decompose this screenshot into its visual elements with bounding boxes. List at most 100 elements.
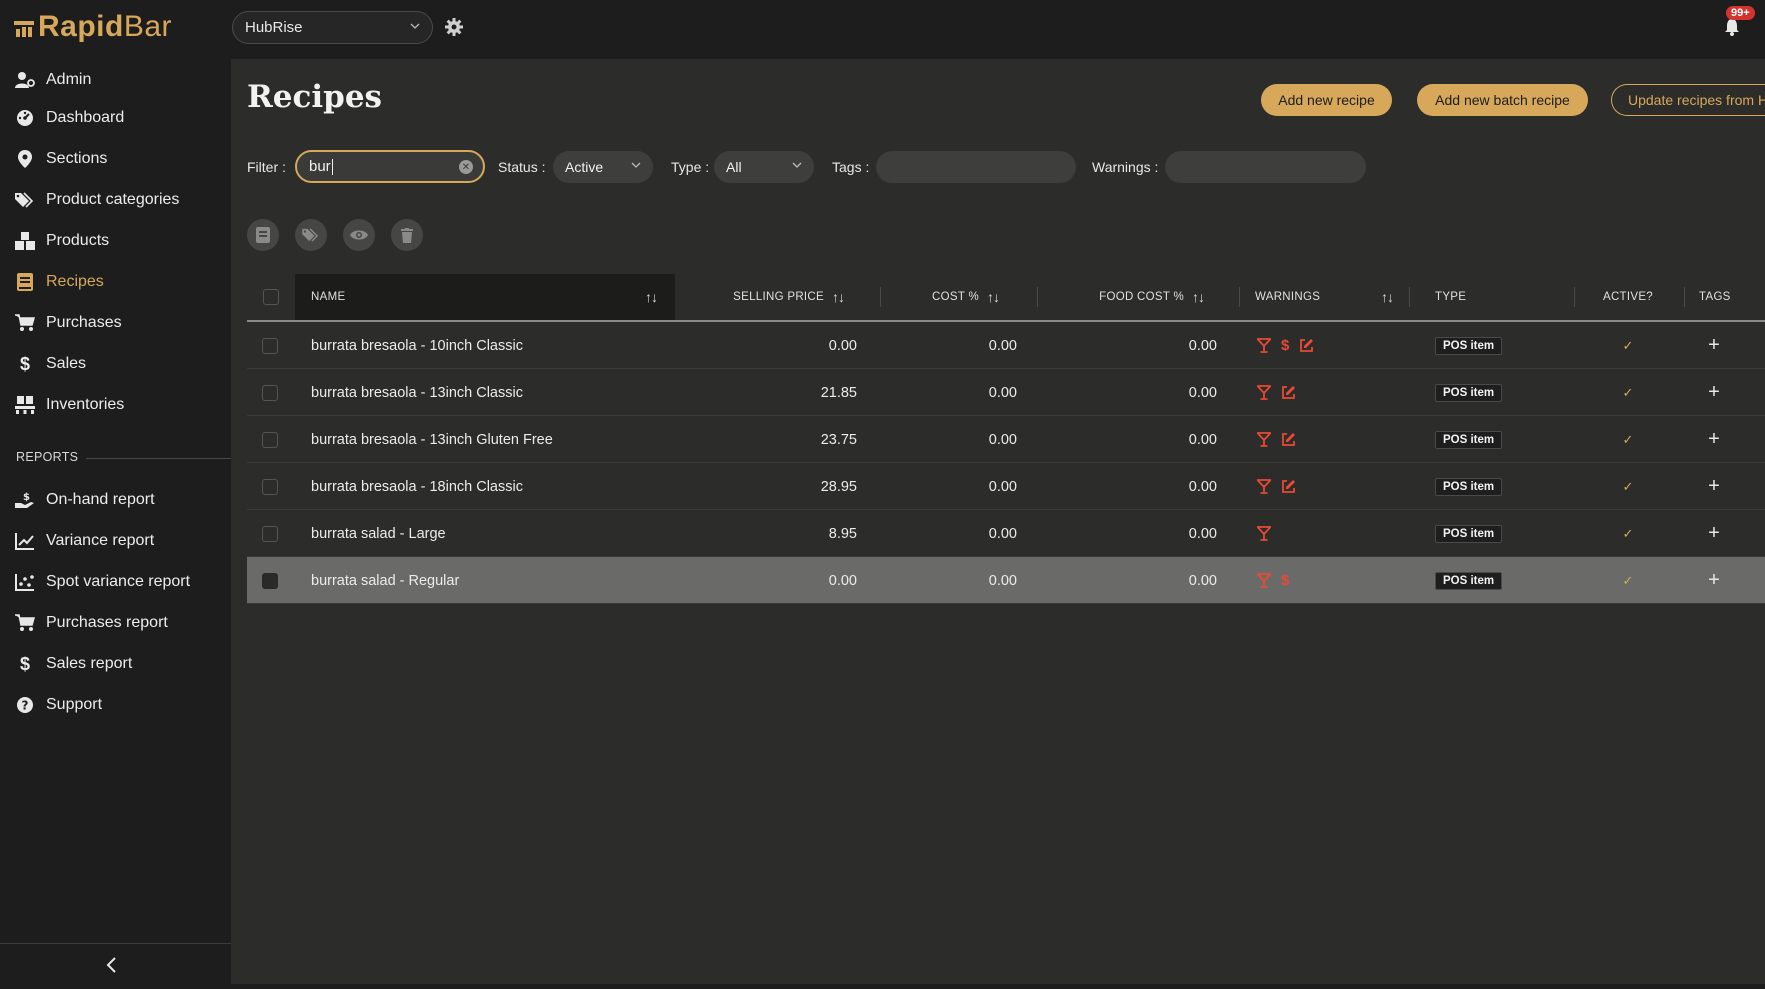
row-select-cell	[262, 557, 282, 604]
cocktail-icon[interactable]	[1257, 526, 1271, 541]
line-chart-icon	[14, 530, 36, 552]
add-tag-icon[interactable]: +	[1708, 475, 1720, 497]
row-checkbox[interactable]	[262, 572, 278, 589]
food-cost-pct: 0.00	[1188, 337, 1217, 354]
header-active: ACTIVE?	[1587, 274, 1669, 320]
sidebar-item-purchases-report[interactable]: Purchases report	[0, 606, 231, 640]
bell-icon[interactable]	[1722, 17, 1742, 37]
bulk-visibility-button[interactable]	[343, 219, 375, 251]
warnings-cell: $	[1257, 557, 1407, 604]
dollar-icon[interactable]: $	[1281, 572, 1290, 589]
filter-input-value: bur	[309, 158, 331, 175]
sidebar-item-product-categories[interactable]: Product categories	[0, 183, 231, 217]
add-tag-icon[interactable]: +	[1708, 428, 1720, 450]
header-food-cost-pct[interactable]: FOOD COST % ↑↓	[1047, 274, 1222, 320]
sidebar-item-purchases[interactable]: Purchases	[0, 306, 231, 340]
filter-input[interactable]: bur ✕	[295, 150, 485, 183]
table-row[interactable]: burrata bresaola - 13inch Gluten Free 23.…	[247, 416, 1765, 463]
table-row[interactable]: burrata bresaola - 13inch Classic 21.85 0.…	[247, 369, 1765, 416]
edit-icon[interactable]	[1281, 432, 1296, 447]
sidebar-item-sales-report[interactable]: $ Sales report	[0, 647, 231, 681]
type-select[interactable]: All	[714, 151, 814, 183]
sidebar-item-recipes[interactable]: Recipes	[0, 265, 231, 299]
header-cost-pct[interactable]: COST % ↑↓	[887, 274, 1017, 320]
warnings-filter-input[interactable]	[1165, 151, 1366, 183]
add-tag-icon[interactable]: +	[1708, 334, 1720, 356]
header-selling-price[interactable]: SELLING PRICE ↑↓	[687, 274, 862, 320]
sidebar-item-products[interactable]: Products	[0, 224, 231, 258]
update-recipes-button[interactable]: Update recipes from H	[1611, 84, 1765, 116]
add-tag-icon[interactable]: +	[1708, 522, 1720, 544]
table-row[interactable]: burrata bresaola - 10inch Classic 0.00 0.0…	[247, 322, 1765, 369]
active-check-icon: ✓	[1622, 572, 1634, 588]
sidebar-item-support[interactable]: ? Support	[0, 688, 231, 722]
recipe-name[interactable]: burrata bresaola - 13inch Gluten Free	[311, 431, 553, 448]
cocktail-icon[interactable]	[1257, 338, 1271, 353]
dollar-icon[interactable]: $	[1281, 337, 1290, 354]
bulk-recipe-button[interactable]	[247, 219, 279, 251]
recipe-name[interactable]: burrata salad - Regular	[311, 572, 460, 589]
row-checkbox[interactable]	[262, 337, 278, 354]
cocktail-icon[interactable]	[1257, 432, 1271, 447]
gear-icon[interactable]	[444, 17, 464, 37]
add-new-recipe-button[interactable]: Add new recipe	[1261, 84, 1392, 116]
sort-icon[interactable]: ↑↓	[645, 289, 658, 305]
row-checkbox[interactable]	[262, 525, 278, 542]
sidebar-item-variance-report[interactable]: Variance report	[0, 524, 231, 558]
add-new-batch-recipe-button[interactable]: Add new batch recipe	[1417, 84, 1588, 116]
sidebar-item-sales[interactable]: $ Sales	[0, 347, 231, 381]
edit-icon[interactable]	[1299, 338, 1314, 353]
cocktail-icon[interactable]	[1257, 479, 1271, 494]
sidebar-item-dashboard[interactable]: Dashboard	[0, 101, 231, 135]
top-bar: RapidBar HubRise 99+	[0, 0, 1765, 59]
tags-filter-input[interactable]	[876, 151, 1076, 183]
bulk-tag-button[interactable]	[295, 219, 327, 251]
row-checkbox[interactable]	[262, 478, 278, 495]
recipe-name[interactable]: burrata bresaola - 10inch Classic	[311, 337, 523, 354]
recipe-name[interactable]: burrata bresaola - 13inch Classic	[311, 384, 523, 401]
warnings-cell	[1257, 369, 1407, 416]
logo-text-rapid: Rapid	[38, 10, 124, 43]
edit-icon[interactable]	[1281, 385, 1296, 400]
cocktail-icon[interactable]	[1257, 385, 1271, 400]
food-cost-pct: 0.00	[1188, 431, 1217, 448]
row-select-cell	[262, 510, 282, 557]
status-select[interactable]: Active	[553, 151, 653, 183]
venue-select[interactable]: HubRise	[232, 11, 433, 44]
selling-price: 0.00	[828, 572, 857, 589]
sort-icon[interactable]: ↑↓	[1381, 289, 1394, 305]
recipe-name[interactable]: burrata salad - Large	[311, 525, 446, 542]
sidebar-item-spot-variance-report[interactable]: Spot variance report	[0, 565, 231, 599]
scatter-chart-icon	[14, 571, 36, 593]
add-tag-icon[interactable]: +	[1708, 381, 1720, 403]
logo[interactable]: RapidBar	[14, 10, 172, 44]
sidebar-item-on-hand-report[interactable]: $ On-hand report	[0, 483, 231, 517]
header-warnings[interactable]: WARNINGS ↑↓	[1255, 274, 1405, 320]
header-name[interactable]: NAME ↑↓	[295, 274, 675, 320]
row-checkbox[interactable]	[262, 431, 278, 448]
sort-icon[interactable]: ↑↓	[1192, 289, 1205, 305]
recipe-name[interactable]: burrata bresaola - 18inch Classic	[311, 478, 523, 495]
row-checkbox[interactable]	[262, 384, 278, 401]
sidebar-item-label: Variance report	[46, 532, 155, 549]
sidebar-item-sections[interactable]: Sections	[0, 142, 231, 176]
food-cost-pct: 0.00	[1188, 572, 1217, 589]
sidebar-item-inventories[interactable]: Inventories	[0, 388, 231, 422]
table-row[interactable]: burrata salad - Regular 0.00 0.00 0.00 $ POS …	[247, 557, 1765, 604]
edit-icon[interactable]	[1281, 479, 1296, 494]
hand-dollar-icon: $	[14, 489, 36, 511]
cocktail-icon[interactable]	[1257, 573, 1271, 588]
table-row[interactable]: burrata bresaola - 18inch Classic 28.95 0.…	[247, 463, 1765, 510]
select-all-checkbox[interactable]	[263, 289, 279, 305]
sidebar-item-admin[interactable]: Admin	[0, 63, 231, 97]
chevron-left-icon[interactable]	[104, 955, 120, 975]
sort-icon[interactable]: ↑↓	[987, 289, 1000, 305]
sort-icon[interactable]: ↑↓	[832, 289, 845, 305]
tags-icon	[302, 228, 319, 242]
add-tag-icon[interactable]: +	[1708, 569, 1720, 591]
bulk-delete-button[interactable]	[391, 219, 423, 251]
clear-icon[interactable]: ✕	[459, 160, 473, 174]
table-row[interactable]: burrata salad - Large 8.95 0.00 0.00 POS ite…	[247, 510, 1765, 557]
question-circle-icon: ?	[14, 694, 36, 716]
tags-icon	[14, 189, 36, 211]
